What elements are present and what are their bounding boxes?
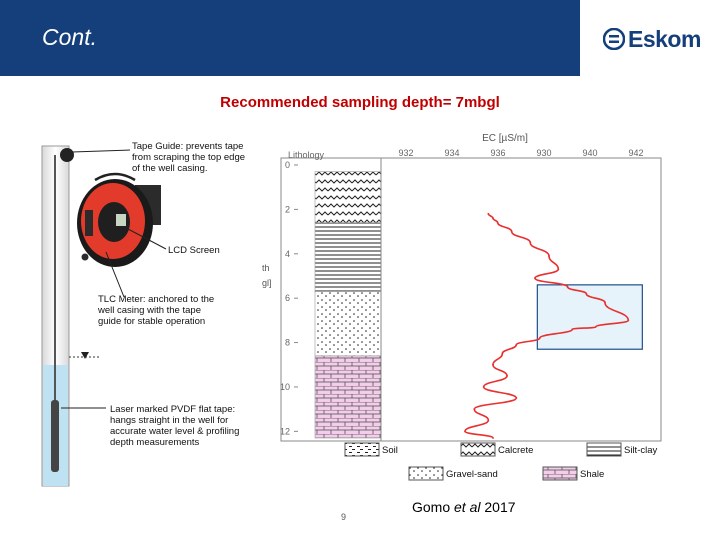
- figure: Tape Guide: prevents tape from scraping …: [41, 133, 662, 487]
- ec-point: [487, 212, 490, 215]
- meter-diagram: Tape Guide: prevents tape from scraping …: [41, 141, 248, 487]
- x-tick-label: 930: [536, 148, 551, 158]
- ec-point: [585, 292, 588, 295]
- ec-point: [627, 319, 630, 322]
- x-tick-label: 942: [628, 148, 643, 158]
- ec-point: [538, 337, 541, 340]
- ec-points: [464, 212, 630, 439]
- legend: Soil Calcrete Silt-clay Gravel-sand Shal…: [344, 442, 658, 481]
- tlc-meter: [77, 172, 161, 267]
- ec-point: [496, 221, 499, 224]
- y-tick-label: 0: [285, 160, 290, 170]
- callout-line: well casing with the tape: [97, 305, 201, 316]
- legend-label: Gravel-sand: [446, 469, 498, 480]
- legend-swatch-shale: [542, 466, 578, 481]
- ec-point: [515, 397, 518, 399]
- x-tick-label: 934: [444, 148, 459, 158]
- ec-point: [492, 363, 494, 366]
- lcd-screen: [116, 214, 126, 226]
- x-axis-label: EC [µS/m]: [482, 133, 528, 144]
- litho-header: Lithology: [288, 150, 325, 160]
- callout-line: guide for stable operation: [98, 316, 205, 327]
- tape-guide: [60, 148, 74, 162]
- legend-swatch-soil: [344, 442, 380, 457]
- litho-layer-silt-clay: [314, 222, 382, 292]
- logo-text: Eskom: [628, 26, 701, 52]
- citation-etal: et al: [454, 499, 481, 515]
- citation: Gomo et al 2017: [412, 499, 516, 515]
- callout-tlc-meter: TLC Meter: anchored to the well casing w…: [97, 294, 217, 327]
- ec-point: [604, 301, 606, 304]
- page-number: 9: [341, 512, 347, 522]
- y-ticks: 0 2 4 6 8 10 12: [280, 160, 298, 436]
- citation-year: 2017: [484, 499, 516, 515]
- callout-line: of the well casing.: [132, 163, 208, 174]
- legend-label: Calcrete: [498, 445, 533, 456]
- x-tick-label: 940: [582, 148, 597, 158]
- ec-point: [487, 419, 490, 422]
- callout-line: TLC Meter: anchored to the: [98, 294, 214, 305]
- callout-line: Tape Guide: prevents tape: [132, 141, 243, 152]
- y-tick-label: 4: [285, 249, 290, 259]
- ec-point: [557, 268, 560, 271]
- subtitle: Recommended sampling depth= 7mbgl: [220, 94, 500, 111]
- callout-pvdf-tape: Laser marked PVDF flat tape: hangs strai…: [110, 404, 242, 448]
- callout-line-lcd: [127, 228, 167, 250]
- ec-point: [464, 430, 466, 433]
- ec-point: [566, 286, 569, 288]
- ec-point: [492, 217, 494, 220]
- legend-label: Shale: [580, 469, 604, 480]
- header-bar: Cont. Eskom: [0, 0, 720, 76]
- citation-author: Gomo: [412, 499, 451, 515]
- ec-point: [548, 255, 550, 257]
- ec-point: [571, 328, 574, 331]
- callout-line: from scraping the top edge: [132, 152, 245, 163]
- ec-profile-chart: Lithology EC [µS/m] th gl] 932 934 936 930 9…: [262, 133, 662, 442]
- ec-point: [492, 437, 494, 439]
- eskom-logo-icon: [603, 28, 625, 50]
- x-ticks: 932 934 936 930 940 942: [398, 148, 643, 158]
- x-tick-label: 932: [398, 148, 413, 158]
- callout-lcd-screen: LCD Screen: [168, 245, 220, 256]
- y-tick-label: 2: [285, 204, 290, 214]
- water-level-marker: [81, 352, 89, 359]
- ec-point: [482, 386, 485, 388]
- y-tick-label: 6: [285, 293, 290, 303]
- callout-tape-guide: Tape Guide: prevents tape from scraping …: [132, 141, 248, 174]
- callout-line-tlc: [105, 251, 125, 298]
- legend-label: Silt-clay: [624, 445, 658, 456]
- ec-point: [473, 408, 476, 411]
- y-tick-label: 12: [280, 426, 290, 436]
- y-partial-label: gl]: [262, 278, 272, 288]
- legend-swatch-calcrete: [460, 442, 496, 457]
- ec-point: [534, 277, 536, 280]
- ec-point: [506, 374, 508, 377]
- litho-layer-calcrete: [314, 171, 382, 224]
- lithology-column: [314, 171, 382, 439]
- highlight-box: [536, 284, 643, 350]
- callout-line-tape-guide: [71, 149, 131, 153]
- legend-swatch-gravel-sand: [408, 466, 444, 481]
- ec-point: [501, 352, 504, 355]
- ec-point: [515, 343, 518, 346]
- litho-layer-shale: [314, 355, 382, 439]
- ec-point: [594, 326, 597, 328]
- y-tick-label: 8: [285, 338, 290, 348]
- y-partial-label: th: [262, 263, 270, 273]
- eskom-logo: Eskom: [580, 0, 720, 76]
- callout-line: depth measurements: [110, 437, 199, 448]
- ec-point: [510, 230, 513, 233]
- y-tick-label: 10: [280, 382, 290, 392]
- callout-line: Laser marked PVDF flat tape:: [110, 404, 235, 415]
- x-tick-label: 936: [490, 148, 505, 158]
- litho-layer-gravel-sand: [314, 291, 382, 357]
- page-title: Cont.: [42, 24, 97, 50]
- callout-line: hangs straight in the well for: [110, 415, 228, 426]
- legend-label: Soil: [382, 445, 398, 456]
- callout-line: accurate water level & profiling: [110, 426, 239, 437]
- legend-swatch-silt-clay: [586, 442, 622, 457]
- probe: [51, 400, 59, 472]
- ec-point: [529, 241, 532, 244]
